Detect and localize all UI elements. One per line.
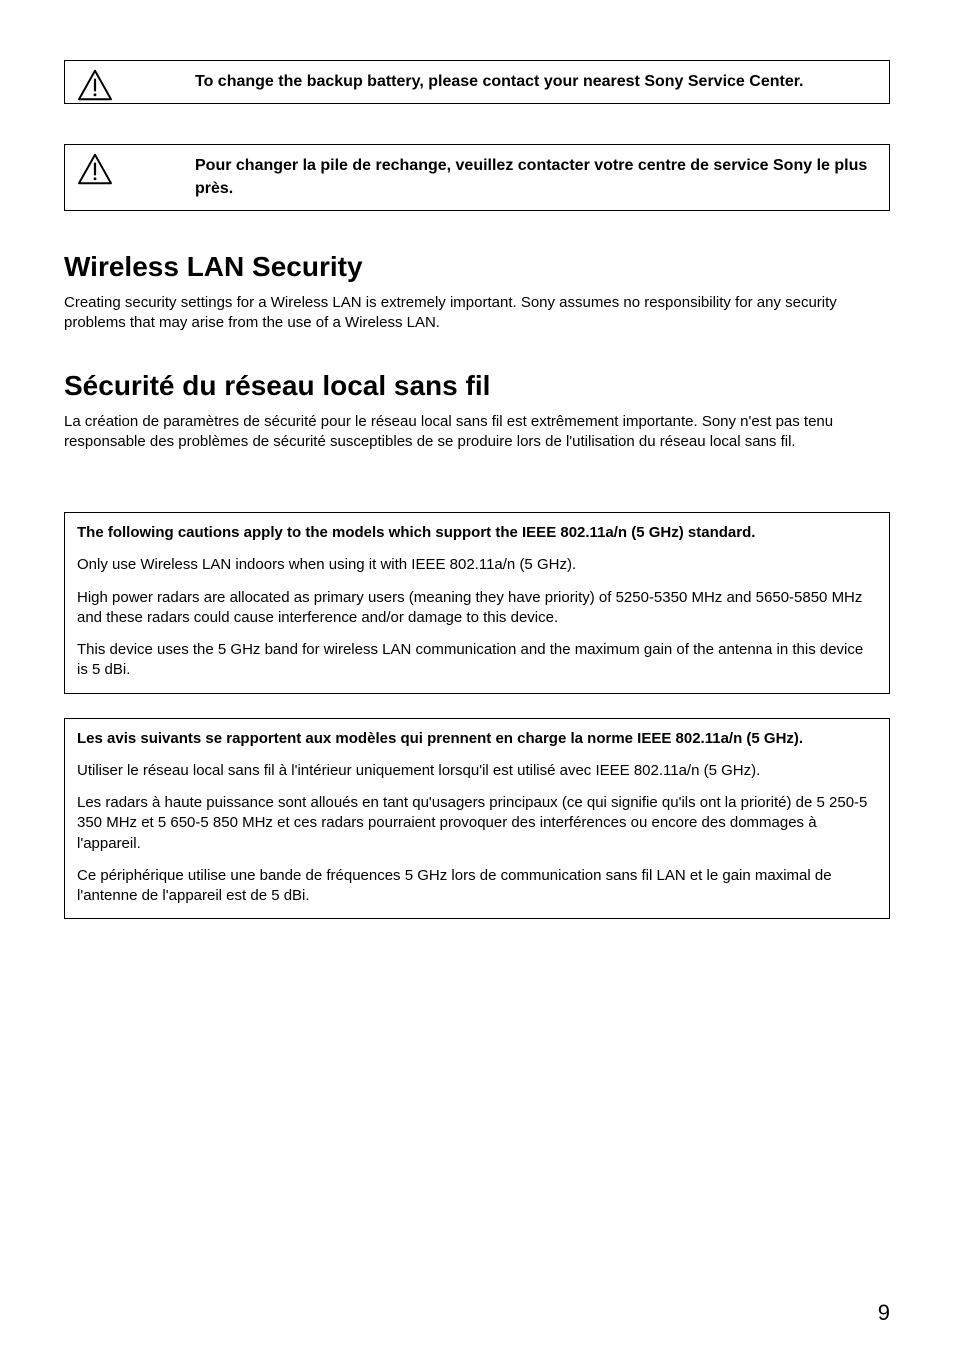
info-box-french: Les avis suivants se rapportent aux modè… xyxy=(64,718,890,920)
warning-triangle-icon xyxy=(77,69,113,101)
notice-box-french: Pour changer la pile de rechange, veuill… xyxy=(64,144,890,211)
para-securite: La création de paramètres de sécurité po… xyxy=(64,412,890,453)
info-box-para: Utiliser le réseau local sans fil à l'in… xyxy=(77,761,877,781)
notice-box-english: To change the backup battery, please con… xyxy=(64,60,890,104)
info-box-english: The following cautions apply to the mode… xyxy=(64,512,890,694)
warning-icon xyxy=(65,61,195,103)
notice-text-english: To change the backup battery, please con… xyxy=(195,61,889,103)
info-box-para: High power radars are allocated as prima… xyxy=(77,588,877,629)
heading-wlan-security: Wireless LAN Security xyxy=(64,251,890,283)
para-wlan-security: Creating security settings for a Wireles… xyxy=(64,293,890,334)
info-box-title: Les avis suivants se rapportent aux modè… xyxy=(77,729,877,749)
heading-securite: Sécurité du réseau local sans fil xyxy=(64,370,890,402)
info-box-para: Only use Wireless LAN indoors when using… xyxy=(77,555,877,575)
page-number: 9 xyxy=(878,1300,890,1326)
info-box-para: This device uses the 5 GHz band for wire… xyxy=(77,640,877,681)
warning-icon xyxy=(65,145,195,210)
info-box-para: Ce périphérique utilise une bande de fré… xyxy=(77,866,877,907)
info-box-title: The following cautions apply to the mode… xyxy=(77,523,877,543)
warning-triangle-icon xyxy=(77,153,113,185)
notice-text-french: Pour changer la pile de rechange, veuill… xyxy=(195,145,889,210)
info-box-para: Les radars à haute puissance sont alloué… xyxy=(77,793,877,854)
